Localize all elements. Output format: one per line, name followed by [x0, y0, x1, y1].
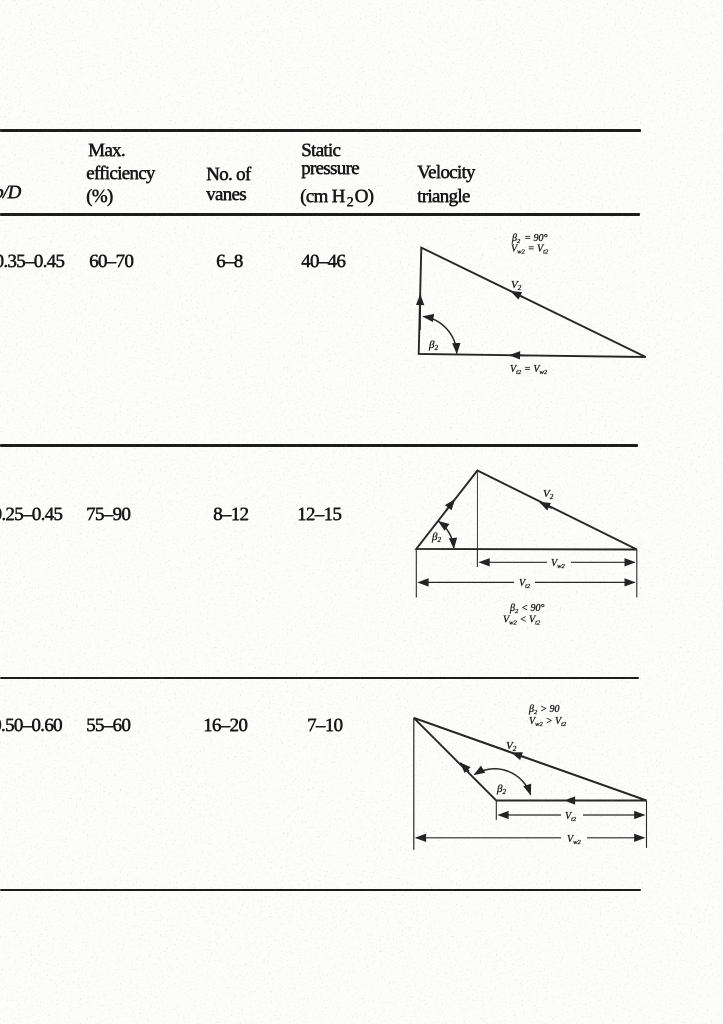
svg-text:Vt2= Vw2: Vt2 = Vw2: [510, 364, 548, 376]
svg-text:Vw2> Vt2: Vw2 > Vt2: [529, 716, 567, 728]
svg-text:β2: β2: [431, 531, 441, 544]
svg-text:Vt2: Vt2: [519, 578, 531, 590]
svg-text:V2: V2: [543, 488, 554, 501]
svg-text:β2: β2: [496, 783, 506, 796]
svg-text:Vw2: Vw2: [551, 558, 565, 570]
svg-text:β2< 90°: β2 < 90°: [509, 603, 544, 615]
svg-text:V2: V2: [506, 740, 517, 753]
svg-text:Vw2: Vw2: [567, 834, 581, 846]
svg-text:V2: V2: [511, 279, 522, 292]
svg-text:Vt2: Vt2: [565, 811, 577, 823]
svg-text:β2> 90: β2 > 90: [528, 704, 559, 716]
svg-text:Vw2= Vt2: Vw2 = Vt2: [511, 244, 549, 256]
svg-text:β2: β2: [428, 339, 438, 352]
svg-text:Vw2< Vt2: Vw2 < Vt2: [503, 615, 541, 627]
